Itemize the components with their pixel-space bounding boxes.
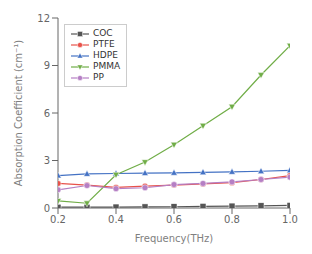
svg-text:0.8: 0.8 (224, 214, 240, 225)
svg-text:0: 0 (44, 203, 50, 214)
svg-text:Frequency(THz): Frequency(THz) (135, 233, 213, 244)
svg-text:0.6: 0.6 (166, 214, 182, 225)
svg-text:0.2: 0.2 (50, 214, 66, 225)
html-text:COC: COC (93, 28, 113, 38)
svg-text:9: 9 (44, 60, 50, 71)
svg-text:Absorption Coefficient (cm⁻¹): Absorption Coefficient (cm⁻¹) (13, 40, 24, 187)
html-text:PMMA: PMMA (93, 61, 121, 71)
svg-text:1.0: 1.0 (282, 214, 298, 225)
svg-text:6: 6 (44, 108, 50, 119)
html-text:HDPE: HDPE (93, 50, 118, 60)
svg-text:3: 3 (44, 155, 50, 166)
svg-text:12: 12 (37, 13, 50, 24)
html-text:PTFE: PTFE (93, 39, 115, 49)
svg-text:0.4: 0.4 (108, 214, 124, 225)
html-text:PP: PP (93, 72, 104, 82)
